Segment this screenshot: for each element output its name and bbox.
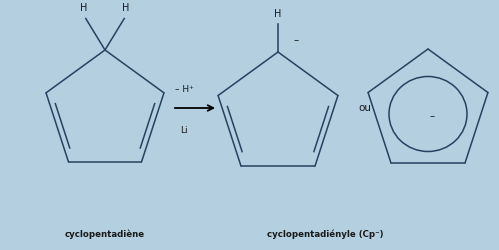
Text: Li: Li: [180, 126, 188, 135]
Text: –: –: [429, 111, 435, 121]
Text: ou: ou: [358, 103, 371, 113]
Text: cyclopentadiényle (Cp⁻): cyclopentadiényle (Cp⁻): [267, 229, 383, 239]
Text: H: H: [274, 9, 282, 19]
Text: H: H: [122, 3, 130, 13]
Text: H: H: [80, 3, 88, 13]
Text: – H⁺: – H⁺: [175, 85, 194, 94]
Text: –: –: [293, 35, 298, 45]
Text: cyclopentadiène: cyclopentadiène: [65, 229, 145, 239]
